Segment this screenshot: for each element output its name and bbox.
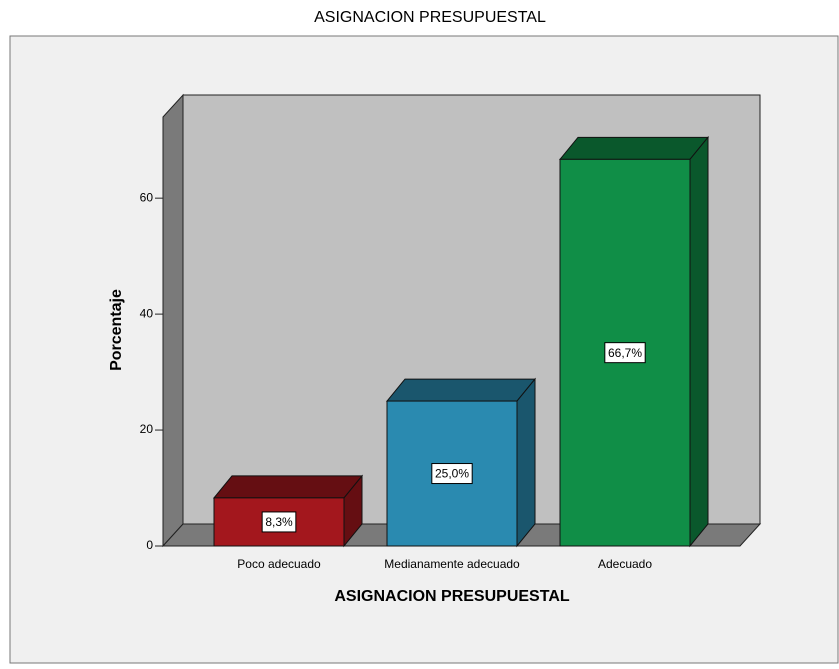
value-label: 8,3% xyxy=(265,515,293,529)
bar-side xyxy=(689,135,709,548)
bar-top xyxy=(558,136,710,160)
y-tick-label: 20 xyxy=(140,422,154,436)
bar-top xyxy=(385,378,537,402)
y-axis-title: Porcentaje xyxy=(108,289,125,371)
value-label-box xyxy=(431,463,473,485)
chart-title: ASIGNACION PRESUPUESTAL xyxy=(314,9,546,26)
y-tick-label: 40 xyxy=(140,306,154,320)
value-label-box xyxy=(261,511,297,533)
value-label: 66,7% xyxy=(608,346,642,360)
bar-side xyxy=(516,377,536,548)
left-wall xyxy=(162,93,184,548)
y-tick-label: 60 xyxy=(140,190,154,204)
y-tick-label: 0 xyxy=(146,538,153,552)
x-tick-label: Medianamente adecuado xyxy=(384,557,520,571)
x-tick-label: Poco adecuado xyxy=(237,557,321,571)
x-tick-label: Adecuado xyxy=(598,557,652,571)
value-label-box xyxy=(604,342,646,364)
value-label: 25,0% xyxy=(435,467,469,481)
x-axis-title: ASIGNACION PRESUPUESTAL xyxy=(334,588,570,605)
bar-top xyxy=(212,475,364,499)
